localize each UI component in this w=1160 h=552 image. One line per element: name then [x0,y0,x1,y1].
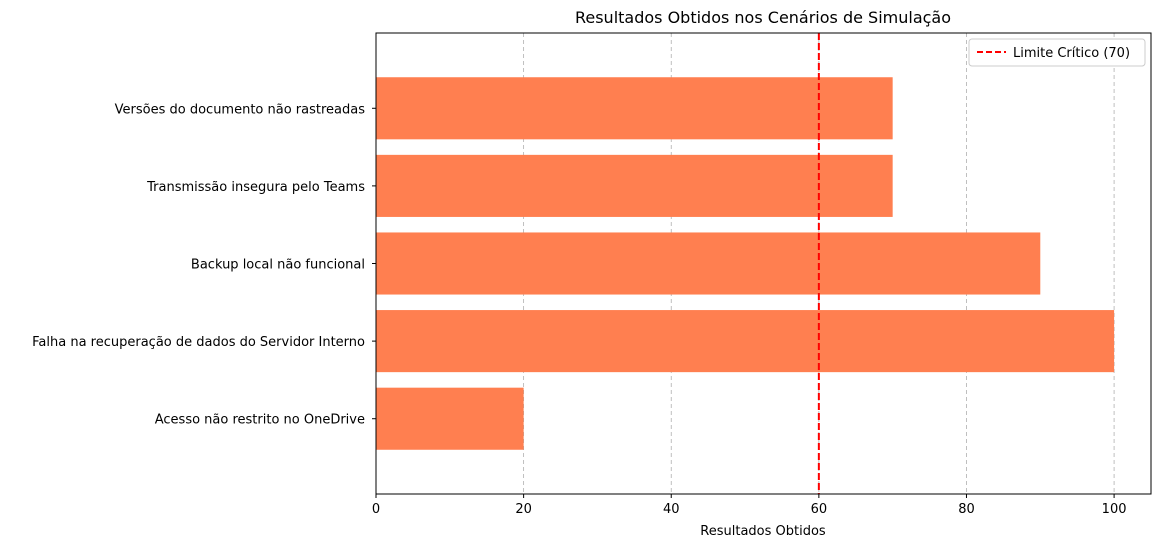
y-axis-ticks: Acesso não restrito no OneDrive Falha na … [32,102,376,428]
x-axis-ticks: 0 20 40 60 80 100 [372,494,1127,517]
bar-0 [376,387,524,450]
y-tick-label-0: Acesso não restrito no OneDrive [155,413,365,428]
y-tick-label-4: Versões do documento não rastreadas [115,102,366,117]
bar-1 [376,310,1115,373]
legend-label-reference-line: Limite Crítico (70) [1013,46,1130,61]
x-tick-label-2: 40 [663,502,680,517]
y-tick-label-1: Falha na recuperação de dados do Servido… [32,335,365,350]
x-tick-label-3: 60 [811,502,828,517]
x-tick-label-5: 100 [1102,502,1127,517]
chart-title: Resultados Obtidos nos Cenários de Simul… [575,8,951,27]
y-tick-label-3: Transmissão insegura pelo Teams [146,180,365,195]
bar-3 [376,154,893,217]
legend-box [968,38,1146,67]
bar-2 [376,232,1041,295]
bar-4 [376,77,893,140]
x-axis-label: Resultados Obtidos [700,524,826,539]
legend: Limite Crítico (70) [968,38,1146,67]
x-tick-label-0: 0 [372,502,380,517]
y-tick-label-2: Backup local não funcional [191,258,365,273]
x-tick-label-4: 80 [958,502,975,517]
x-tick-label-1: 20 [515,502,532,517]
bars-group [376,77,1115,450]
